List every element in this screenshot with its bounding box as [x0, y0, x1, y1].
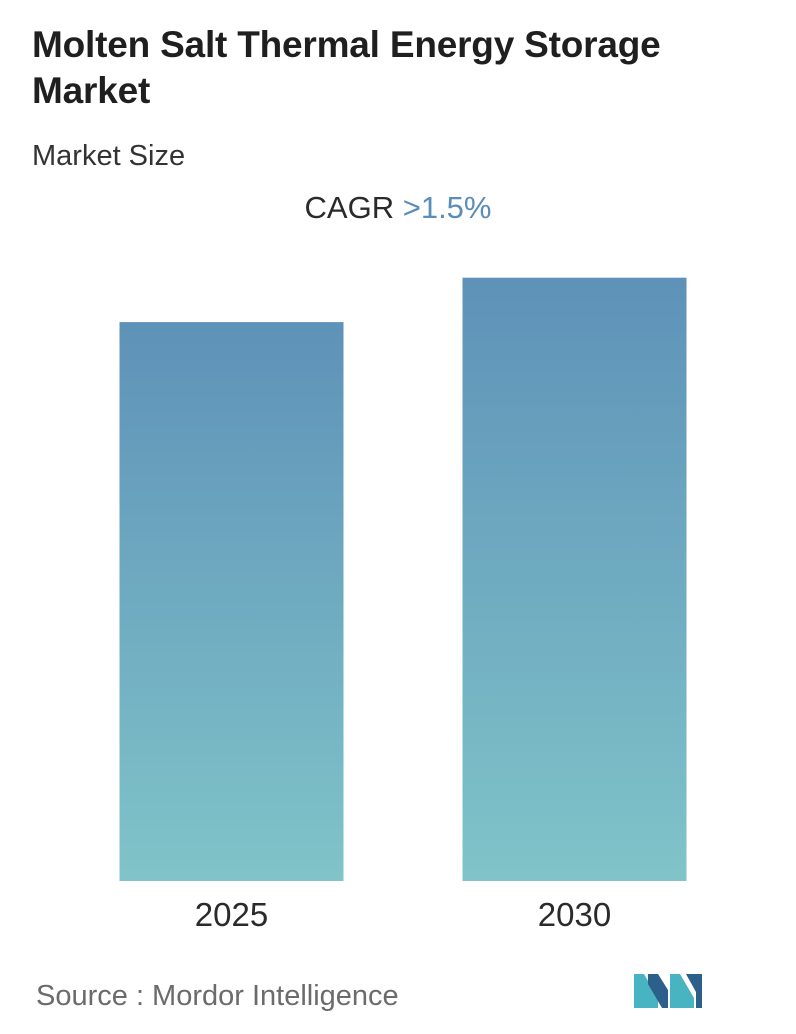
source-credit: Source : Mordor Intelligence [36, 980, 399, 1012]
logo-shape-mid [648, 974, 668, 1008]
x-tick-labels: 2025 2030 [195, 896, 611, 933]
cagr-label: CAGR [304, 190, 395, 225]
x-tick-label-2030: 2030 [538, 896, 611, 933]
mordor-intelligence-logo [634, 974, 702, 1008]
cagr-value: >1.5% [402, 190, 492, 225]
bar-2025 [119, 322, 344, 882]
logo-shape-right-a [670, 974, 694, 1008]
x-tick-label-2025: 2025 [195, 896, 268, 933]
logo-shape-left [634, 974, 658, 1008]
logo-shape-right-b [686, 974, 702, 1008]
chart-title: Molten Salt Thermal Energy Storage Marke… [32, 24, 661, 111]
bar-2030 [462, 277, 687, 881]
chart-subtitle: Market Size [32, 140, 186, 172]
cagr-readout: CAGR >1.5% [0, 188, 796, 228]
bars-layer [119, 277, 687, 882]
